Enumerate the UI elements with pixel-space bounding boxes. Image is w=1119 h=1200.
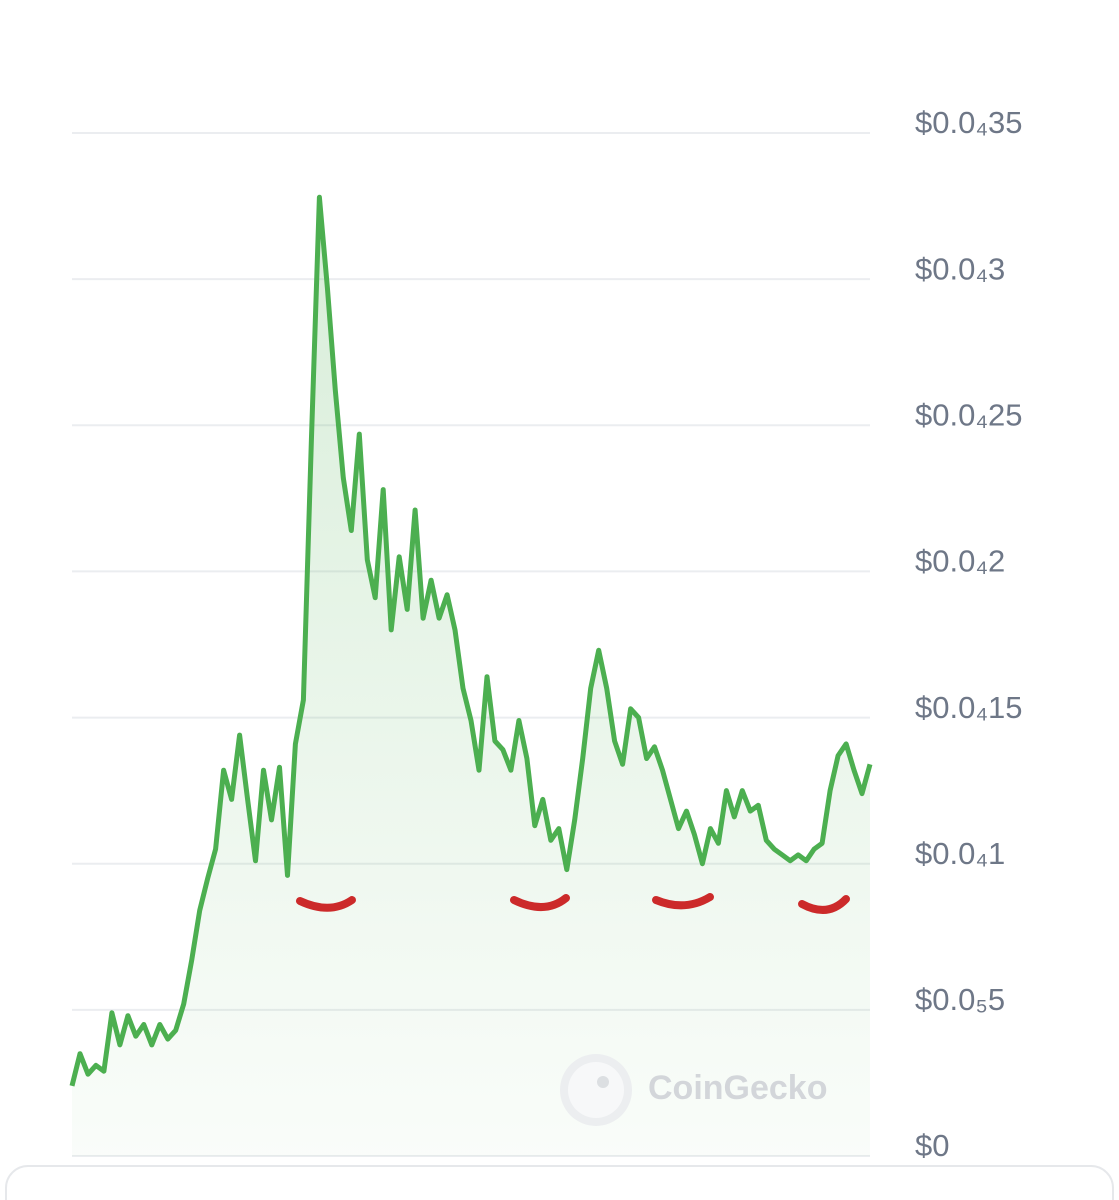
- bottom-card: [5, 1165, 1114, 1200]
- plot: [69, 194, 873, 1157]
- annotation-mark: [798, 895, 850, 914]
- y-tick-label: $0: [915, 1128, 949, 1163]
- y-tick-label: $0.0₅5: [915, 982, 1005, 1017]
- y-tick-label: $0.0₄1: [915, 836, 1005, 871]
- watermark: CoinGecko: [648, 1069, 827, 1107]
- y-tick-label: $0.0₄25: [915, 397, 1022, 432]
- y-tick-label: $0.0₄15: [915, 690, 1022, 725]
- annotation-mark: [652, 893, 714, 910]
- area: [72, 197, 870, 1157]
- y-tick-label: $0.0₄35: [915, 105, 1022, 140]
- annotation-mark: [510, 894, 570, 911]
- annotations: [296, 893, 850, 914]
- y-tick-label: $0.0₄3: [915, 251, 1005, 286]
- annotation-mark: [296, 896, 356, 912]
- watermark-logo: [560, 1054, 632, 1126]
- y-tick-label: $0.0₄2: [915, 544, 1005, 579]
- price-line: [69, 194, 873, 1087]
